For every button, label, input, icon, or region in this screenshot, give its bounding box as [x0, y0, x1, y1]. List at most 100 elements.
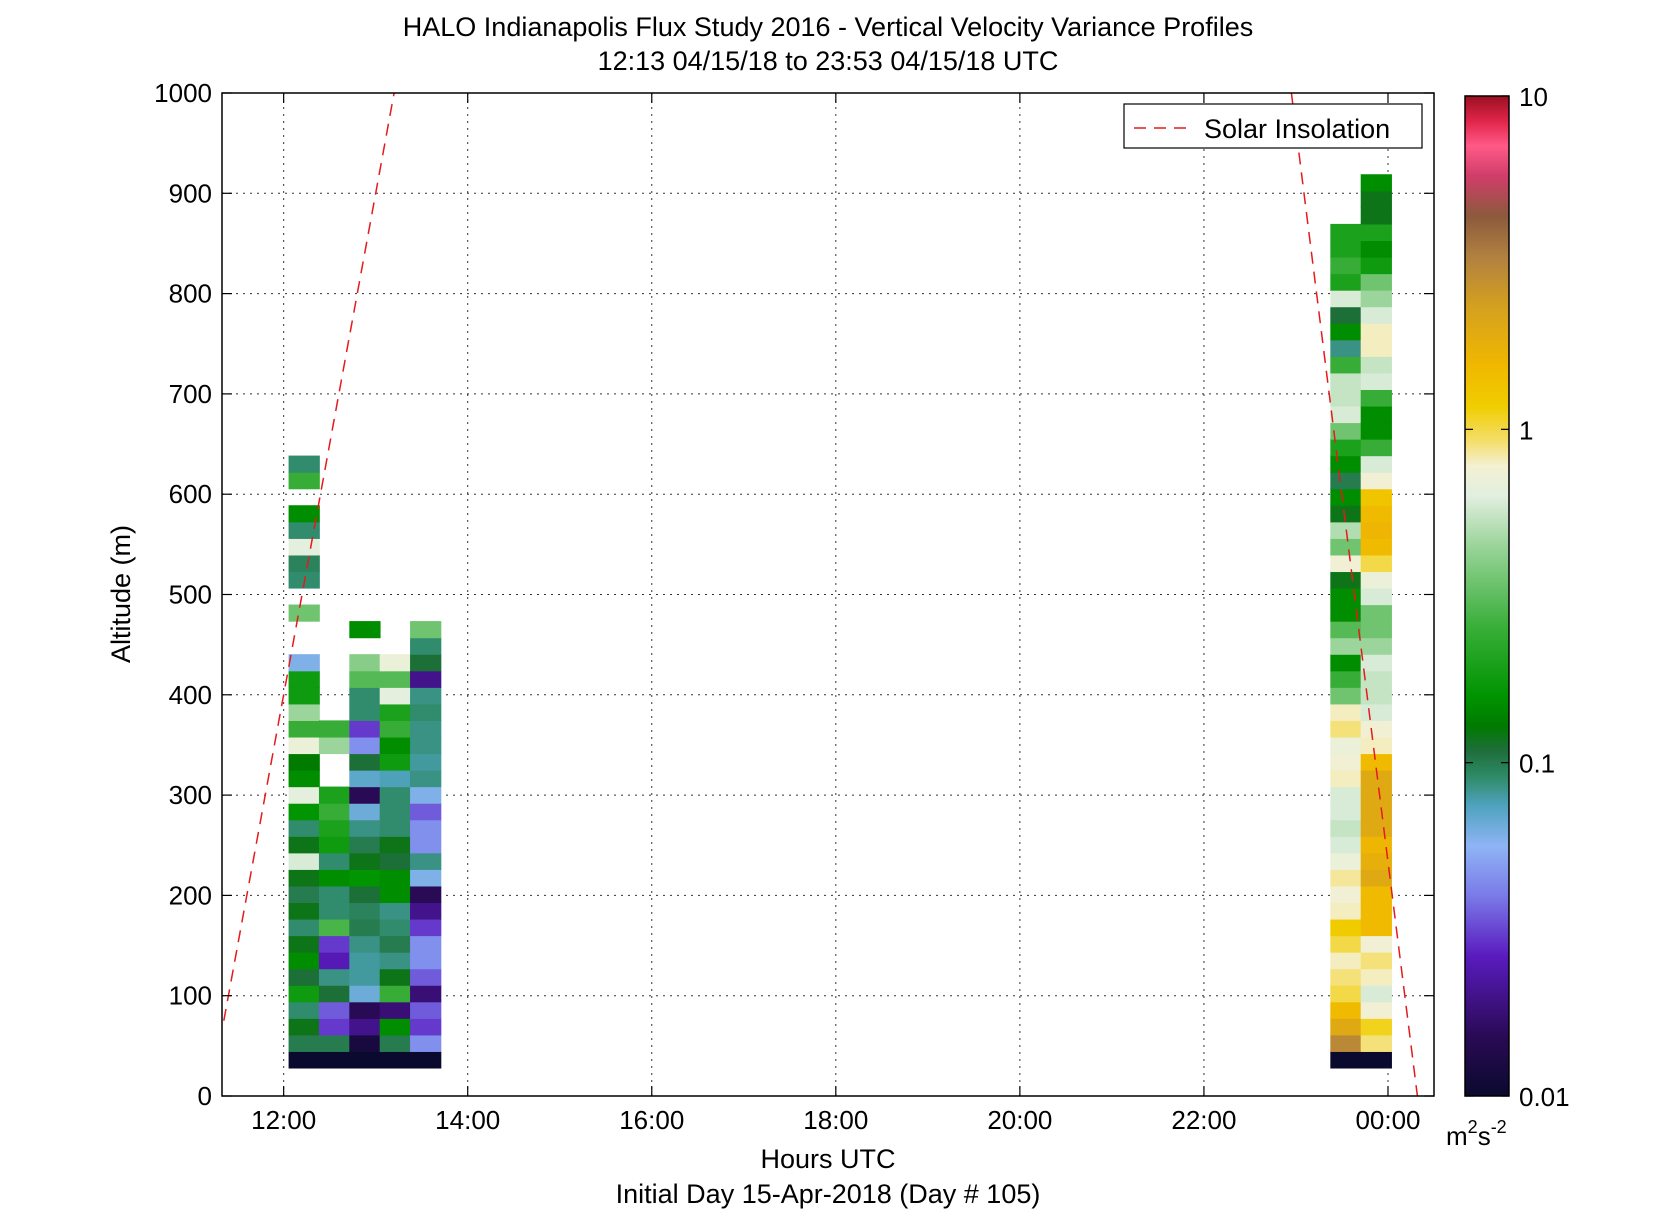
variance-cell — [1360, 356, 1392, 374]
variance-cell — [349, 720, 381, 738]
variance-cell — [1330, 918, 1362, 937]
x-axis-sublabel: Initial Day 15-Apr-2018 (Day # 105) — [616, 1179, 1041, 1209]
variance-cell — [379, 720, 411, 738]
variance-cell — [379, 786, 411, 804]
x-axis-ticks: 12:00 14:00 16:00 18:00 20:00 22:00 00:00 — [251, 93, 1421, 1135]
legend-label-solar-insolation: Solar Insolation — [1204, 114, 1390, 144]
variance-cell — [1360, 505, 1392, 523]
variance-cell — [318, 736, 351, 755]
variance-cell — [410, 902, 442, 920]
variance-cell — [318, 902, 351, 920]
variance-cell — [288, 703, 320, 721]
variance-cell — [349, 1051, 381, 1069]
variance-cell — [349, 885, 381, 904]
variance-cell — [349, 1001, 381, 1019]
variance-cell — [1360, 703, 1392, 721]
variance-cell — [1360, 521, 1392, 539]
variance-cell — [1360, 753, 1392, 771]
variance-cell — [379, 918, 411, 937]
variance-cell — [288, 869, 320, 887]
variance-cell — [1330, 952, 1362, 970]
variance-cell — [1360, 720, 1392, 738]
variance-cell — [1360, 372, 1392, 390]
colorbar-tick-label: 10 — [1519, 82, 1548, 112]
variance-cell — [1330, 770, 1362, 788]
variance-cell — [318, 1051, 351, 1069]
variance-cell — [1330, 472, 1362, 490]
variance-cell — [1360, 670, 1392, 688]
variance-cell — [379, 670, 411, 688]
variance-cell — [379, 1034, 411, 1052]
variance-cell — [1360, 1001, 1392, 1019]
variance-cell — [1330, 273, 1362, 291]
y-tick-label: 400 — [169, 680, 212, 710]
variance-cell — [1360, 985, 1392, 1003]
variance-cell — [288, 803, 320, 821]
variance-cell — [288, 1034, 320, 1052]
variance-cell — [379, 1051, 411, 1069]
variance-cell — [1360, 852, 1392, 870]
variance-cell — [410, 869, 442, 887]
variance-cell — [410, 670, 442, 688]
variance-cell — [1330, 554, 1362, 573]
variance-cell — [1330, 389, 1362, 407]
variance-cell — [1360, 174, 1392, 192]
variance-cell — [1330, 803, 1362, 821]
variance-cell — [1330, 505, 1362, 523]
variance-cell — [318, 803, 351, 821]
variance-cell — [1360, 637, 1392, 655]
variance-cell — [379, 1001, 411, 1019]
colorbar-unit-exp1: 2 — [1468, 1117, 1478, 1137]
variance-cell — [349, 952, 381, 970]
variance-cell — [410, 753, 442, 771]
variance-cell — [318, 968, 351, 986]
variance-cell — [288, 819, 320, 837]
y-tick-label: 900 — [169, 178, 212, 208]
variance-cell — [349, 803, 381, 821]
variance-cell — [288, 654, 320, 672]
variance-cell — [1330, 819, 1362, 837]
variance-cell — [1360, 455, 1392, 473]
variance-cell — [1330, 736, 1362, 755]
variance-cell — [379, 687, 411, 705]
variance-cell — [379, 852, 411, 870]
variance-cell — [318, 1034, 351, 1052]
variance-cell — [1360, 918, 1392, 937]
variance-cell — [1330, 753, 1362, 771]
variance-cell — [288, 1018, 320, 1036]
variance-cell — [288, 687, 320, 705]
variance-cell — [410, 621, 442, 639]
variance-cell — [349, 968, 381, 986]
variance-cell — [1360, 290, 1392, 308]
variance-cell — [410, 720, 442, 738]
variance-cell — [288, 521, 320, 539]
variance-cell — [1330, 869, 1362, 887]
variance-cell — [379, 654, 411, 672]
variance-cell — [410, 1034, 442, 1052]
variance-cell — [1330, 422, 1362, 440]
variance-cell — [410, 803, 442, 821]
variance-cell — [379, 869, 411, 887]
variance-cell — [1360, 654, 1392, 672]
y-tick-label: 0 — [198, 1081, 212, 1111]
variance-cell — [410, 885, 442, 904]
variance-cell — [379, 952, 411, 970]
variance-cell — [288, 918, 320, 937]
variance-cell — [1360, 240, 1392, 258]
variance-cell — [1330, 1001, 1362, 1019]
variance-cell — [1330, 852, 1362, 870]
colorbar-unit: m2s-2 — [1446, 1117, 1507, 1151]
variance-cell — [1360, 256, 1392, 275]
variance-cell — [1330, 538, 1362, 556]
variance-cell — [1360, 190, 1392, 208]
x-tick-label: 16:00 — [619, 1105, 684, 1135]
variance-cell — [1360, 1018, 1392, 1036]
variance-cell — [379, 770, 411, 788]
variance-cell — [410, 654, 442, 672]
variance-cell — [379, 753, 411, 771]
y-tick-label: 300 — [169, 780, 212, 810]
variance-cell — [1330, 356, 1362, 374]
grid-lines — [222, 93, 1434, 1096]
variance-cell — [1360, 554, 1392, 573]
variance-cell — [349, 670, 381, 688]
